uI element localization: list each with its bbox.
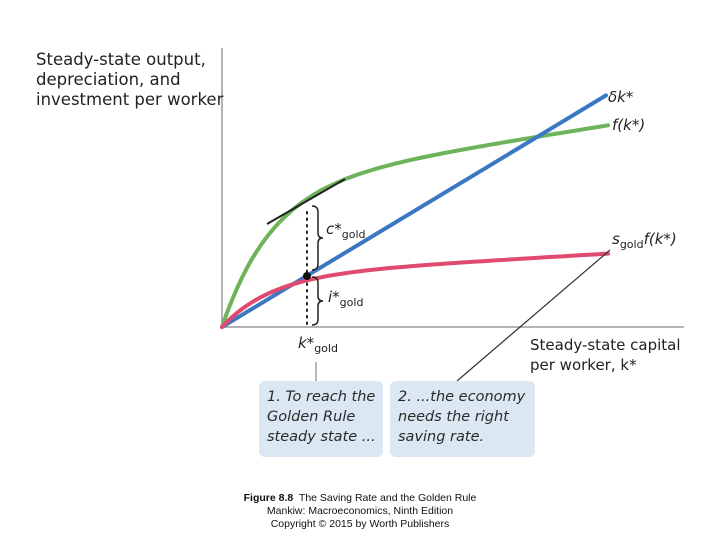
i-gold-bracket — [311, 276, 324, 326]
label-i-gold-main: i* — [328, 288, 340, 306]
label-saving-rest: f(k*) — [643, 230, 677, 248]
label-i-gold: i*gold — [328, 288, 364, 309]
callout-1: 1. To reach the Golden Rule steady state… — [259, 381, 383, 457]
callout-2: 2. ...the economy needs the right saving… — [390, 381, 535, 457]
tangent-line — [266, 178, 346, 225]
label-i-gold-sub: gold — [339, 296, 364, 309]
label-c-gold: c*gold — [326, 220, 366, 241]
golden-rule-point — [303, 272, 311, 280]
x-axis-label: Steady-state capital per worker, k* — [530, 336, 681, 374]
y-axis-label: Steady-state output, depreciation, and i… — [36, 50, 224, 109]
x-tick-main: k* — [298, 334, 315, 352]
label-c-gold-sub: gold — [341, 228, 366, 241]
pointer-line-2 — [456, 249, 611, 382]
label-saving-s: s — [612, 230, 620, 248]
label-saving-sub: gold — [619, 238, 644, 251]
series-line-depreciation — [220, 93, 608, 329]
label-saving: sgoldf(k*) — [612, 230, 677, 251]
caption-title: The Saving Rate and the Golden Rule — [298, 492, 477, 504]
figure-caption: Figure 8.8 The Saving Rate and the Golde… — [200, 492, 520, 531]
x-tick-sub: gold — [314, 342, 338, 355]
caption-line-3: Copyright © 2015 by Worth Publishers — [270, 518, 450, 530]
label-depreciation: δk* — [608, 88, 634, 106]
caption-figure-number: Figure 8.8 — [243, 492, 294, 504]
label-output: f(k*) — [612, 116, 646, 134]
c-gold-bracket — [311, 205, 324, 271]
series-line-saving — [220, 251, 610, 329]
caption-line-2: Mankiw: Macroeconomics, Ninth Edition — [266, 505, 454, 517]
x-tick-label-k-gold: k*gold — [298, 334, 338, 355]
series-line-output — [220, 123, 610, 329]
label-c-gold-main: c* — [326, 220, 342, 238]
